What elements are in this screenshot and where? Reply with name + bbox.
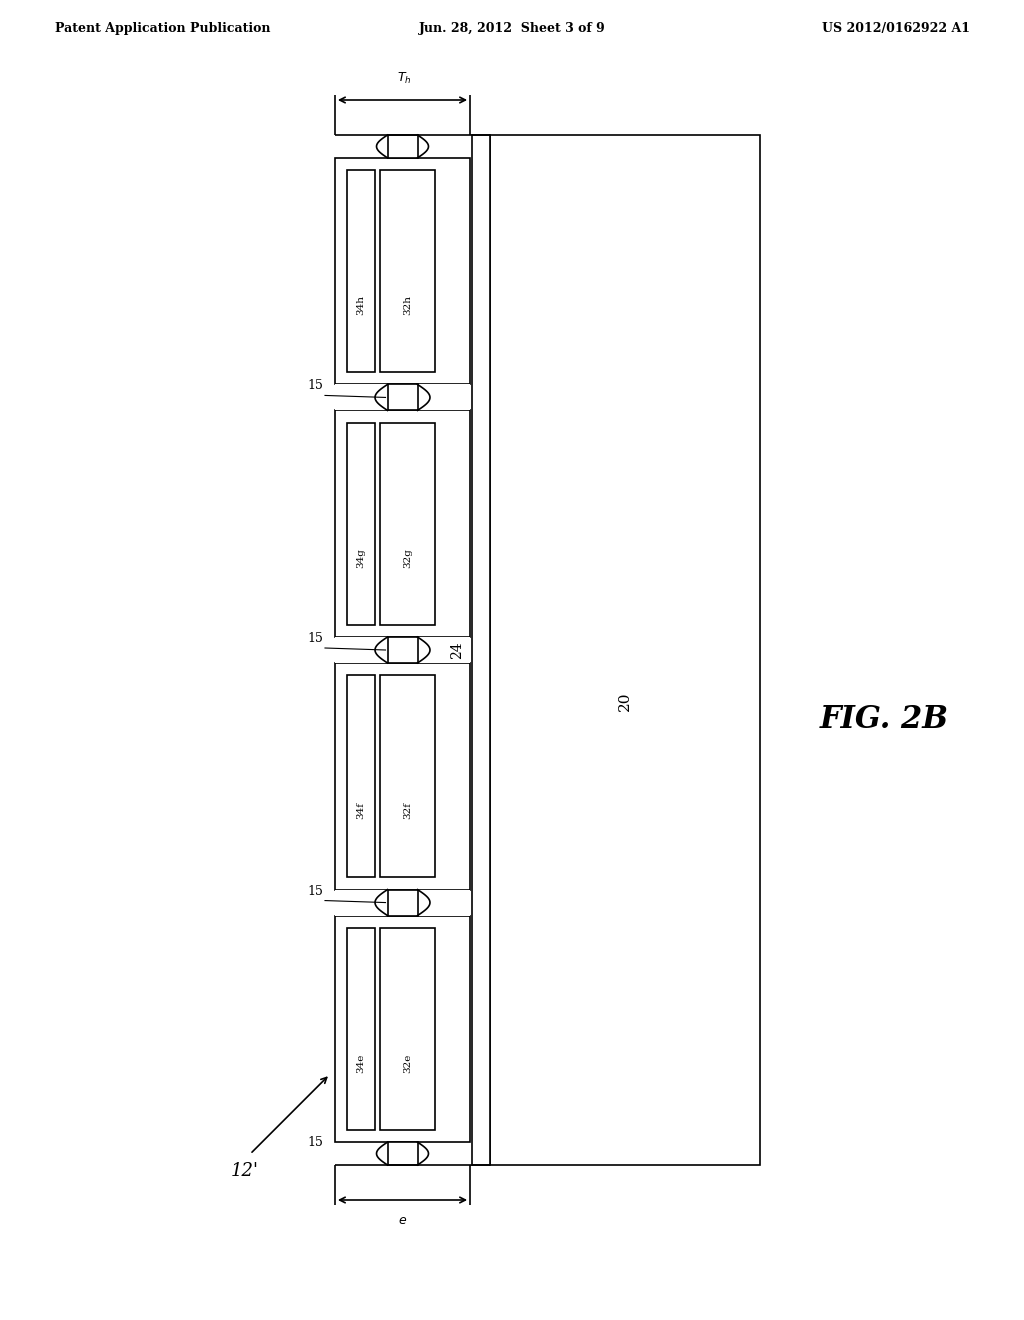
Bar	[335, 638, 470, 663]
Text: 15: 15	[307, 632, 323, 645]
Bar	[335, 916, 470, 1142]
Text: FIG. 2B: FIG. 2B	[820, 705, 949, 735]
Text: 32e: 32e	[403, 1053, 412, 1073]
Bar	[335, 158, 470, 384]
Bar	[387, 890, 418, 916]
Bar	[335, 663, 470, 890]
Bar	[335, 384, 470, 411]
Text: 34h: 34h	[356, 296, 366, 315]
Text: US 2012/0162922 A1: US 2012/0162922 A1	[822, 22, 970, 36]
Bar	[335, 890, 470, 916]
Bar	[380, 676, 435, 876]
Bar	[380, 928, 435, 1130]
Bar	[347, 928, 375, 1130]
Text: 32g: 32g	[403, 548, 412, 568]
Text: 34g: 34g	[356, 548, 366, 568]
Text: $e$: $e$	[398, 1214, 408, 1228]
Text: 24: 24	[450, 642, 464, 659]
Text: 15: 15	[307, 379, 323, 392]
Bar	[387, 384, 418, 411]
Bar	[387, 135, 418, 158]
Text: 20: 20	[618, 692, 632, 711]
Bar	[387, 638, 418, 663]
Text: 12': 12'	[231, 1162, 259, 1180]
Bar	[380, 170, 435, 372]
Bar	[387, 1142, 418, 1166]
Text: 34e: 34e	[356, 1053, 366, 1073]
Text: 32h: 32h	[403, 296, 412, 315]
Text: 15: 15	[307, 884, 323, 898]
Bar	[380, 422, 435, 624]
Text: Jun. 28, 2012  Sheet 3 of 9: Jun. 28, 2012 Sheet 3 of 9	[419, 22, 605, 36]
Text: 34f: 34f	[356, 801, 366, 818]
Bar	[347, 170, 375, 372]
Bar	[347, 676, 375, 876]
Text: 15: 15	[307, 1135, 323, 1148]
Bar	[347, 422, 375, 624]
Bar	[472, 135, 490, 1166]
Text: 32f: 32f	[403, 801, 412, 818]
Bar	[490, 135, 760, 1166]
Text: Patent Application Publication: Patent Application Publication	[55, 22, 270, 36]
Bar	[335, 411, 470, 638]
Text: $T_h$: $T_h$	[397, 71, 412, 86]
